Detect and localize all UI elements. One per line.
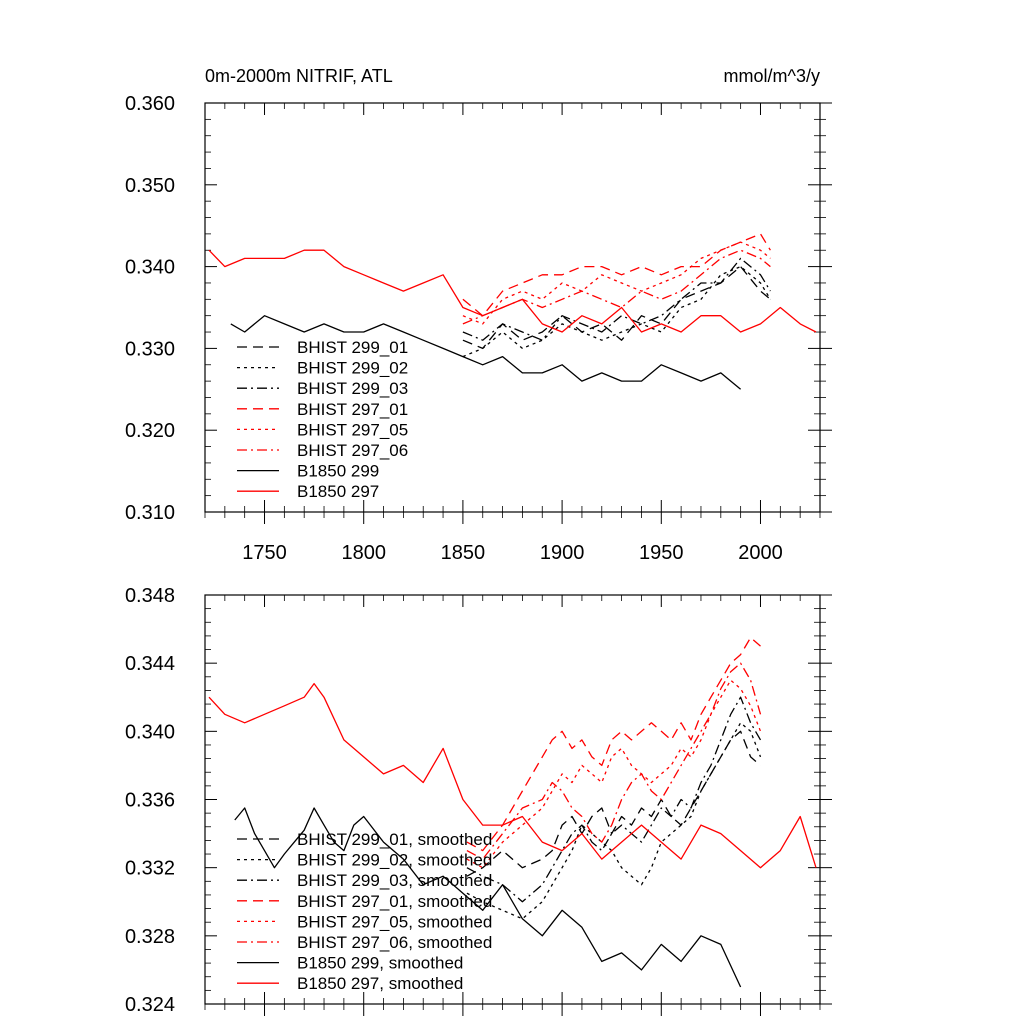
series-group-top — [208, 233, 817, 390]
legend-label: BHIST 297_01 — [297, 400, 408, 419]
legend-label: BHIST 297_05, smoothed — [297, 912, 492, 931]
y-tick-label: 0.336 — [125, 790, 175, 812]
series-line-7 — [230, 315, 742, 390]
legend-label: BHIST 297_06 — [297, 441, 408, 460]
series-group-bottom — [208, 636, 817, 988]
y-tick-label: 0.360 — [125, 93, 175, 115]
legend-label: BHIST 297_01, smoothed — [297, 892, 492, 911]
series-line-3 — [462, 257, 771, 341]
y-tick-label: 0.332 — [125, 858, 175, 880]
legend-label: BHIST 297_06, smoothed — [297, 933, 492, 952]
legend-label: B1850 299, smoothed — [297, 954, 463, 973]
axis-ticks-bottom: 0.324 0.328 0.332 0.336 0.340 0.344 0.348 — [125, 585, 832, 1016]
plot-frame-top — [204, 102, 821, 513]
units-label-top: mmol/m^3/y — [724, 66, 820, 86]
series-line-7 — [234, 807, 742, 988]
series-line-3 — [466, 696, 762, 903]
legend-label: B1850 297, smoothed — [297, 974, 463, 993]
axis-ticks-top: 1750 1800 1850 1900 1950 2000 0.310 0.320 0.330 0… — [125, 93, 832, 564]
series-line-1 — [466, 730, 761, 877]
legend-label: BHIST 299_03 — [297, 379, 408, 398]
y-tick-label: 0.330 — [125, 338, 175, 360]
legend-label: BHIST 299_01 — [297, 338, 408, 357]
y-tick-label: 0.310 — [125, 502, 175, 524]
series-line-4 — [466, 636, 761, 852]
legend-label: BHIST 299_01, smoothed — [297, 830, 492, 849]
series-line-6 — [462, 249, 771, 325]
series-line-6 — [466, 662, 762, 860]
x-tick-label: 1900 — [540, 542, 585, 564]
x-tick-label: 1800 — [341, 542, 386, 564]
series-line-5 — [466, 679, 762, 869]
series-line-1 — [462, 265, 771, 350]
legend-label: B1850 297 — [297, 482, 379, 501]
y-tick-label: 0.344 — [125, 653, 175, 675]
y-tick-label: 0.328 — [125, 926, 175, 948]
x-tick-label: 2000 — [738, 542, 783, 564]
legend-bottom: BHIST 299_01, smoothed BHIST 299_02, smoo… — [237, 830, 492, 993]
panel-bottom: 0.324 0.328 0.332 0.336 0.340 0.344 0.348 BHIS… — [125, 585, 832, 1016]
series-line-8 — [208, 682, 817, 869]
x-tick-label: 1950 — [639, 542, 684, 564]
panel-top: 1750 1800 1850 1900 1950 2000 0.310 0.320 0.330 0… — [125, 66, 832, 564]
chart-title-top: 0m-2000m NITRIF, ATL — [205, 66, 393, 86]
legend-label: BHIST 299_03, smoothed — [297, 871, 492, 890]
y-tick-label: 0.324 — [125, 994, 175, 1016]
y-tick-label: 0.350 — [125, 175, 175, 197]
legend-label: BHIST 297_05 — [297, 420, 408, 439]
x-tick-label: 1850 — [441, 542, 486, 564]
y-tick-label: 0.348 — [125, 585, 175, 607]
series-line-2 — [466, 722, 762, 920]
series-line-2 — [462, 265, 771, 358]
series-line-8 — [208, 249, 817, 333]
series-line-4 — [462, 233, 771, 317]
legend-label: B1850 299 — [297, 462, 379, 481]
x-tick-label: 1750 — [242, 542, 287, 564]
y-tick-label: 0.320 — [125, 420, 175, 442]
y-tick-label: 0.340 — [125, 721, 175, 743]
legend-label: BHIST 299_02 — [297, 359, 408, 378]
legend-label: BHIST 299_02, smoothed — [297, 851, 492, 870]
series-line-5 — [462, 241, 771, 325]
y-tick-label: 0.340 — [125, 257, 175, 279]
